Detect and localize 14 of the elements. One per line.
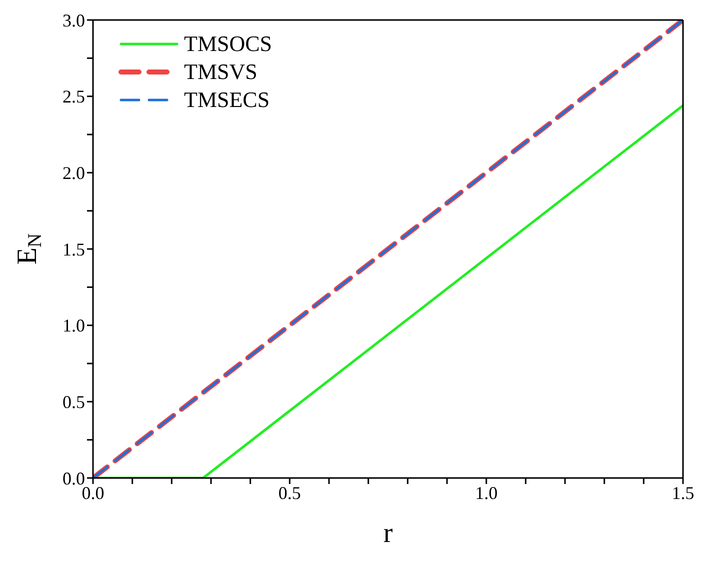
x-tick-label: 0.5 <box>278 482 301 503</box>
legend-label: TMSVS <box>184 58 258 86</box>
y-tick-label: 1.5 <box>62 239 85 260</box>
y-tick-label: 3.0 <box>62 10 85 30</box>
x-axis-title: r <box>383 518 394 549</box>
y-tick-label: 0.0 <box>62 468 85 488</box>
y-tick-label: 0.5 <box>62 392 85 412</box>
y-tick-label: 2.5 <box>62 86 85 107</box>
x-tick-label: 1.5 <box>672 482 694 503</box>
x-tick-label: 1.0 <box>475 482 498 503</box>
y-tick-label: 2.0 <box>62 163 85 184</box>
legend-label: TMSECS <box>184 86 270 114</box>
legend-label: TMSOCS <box>184 30 272 58</box>
y-tick-label: 1.0 <box>62 316 85 336</box>
